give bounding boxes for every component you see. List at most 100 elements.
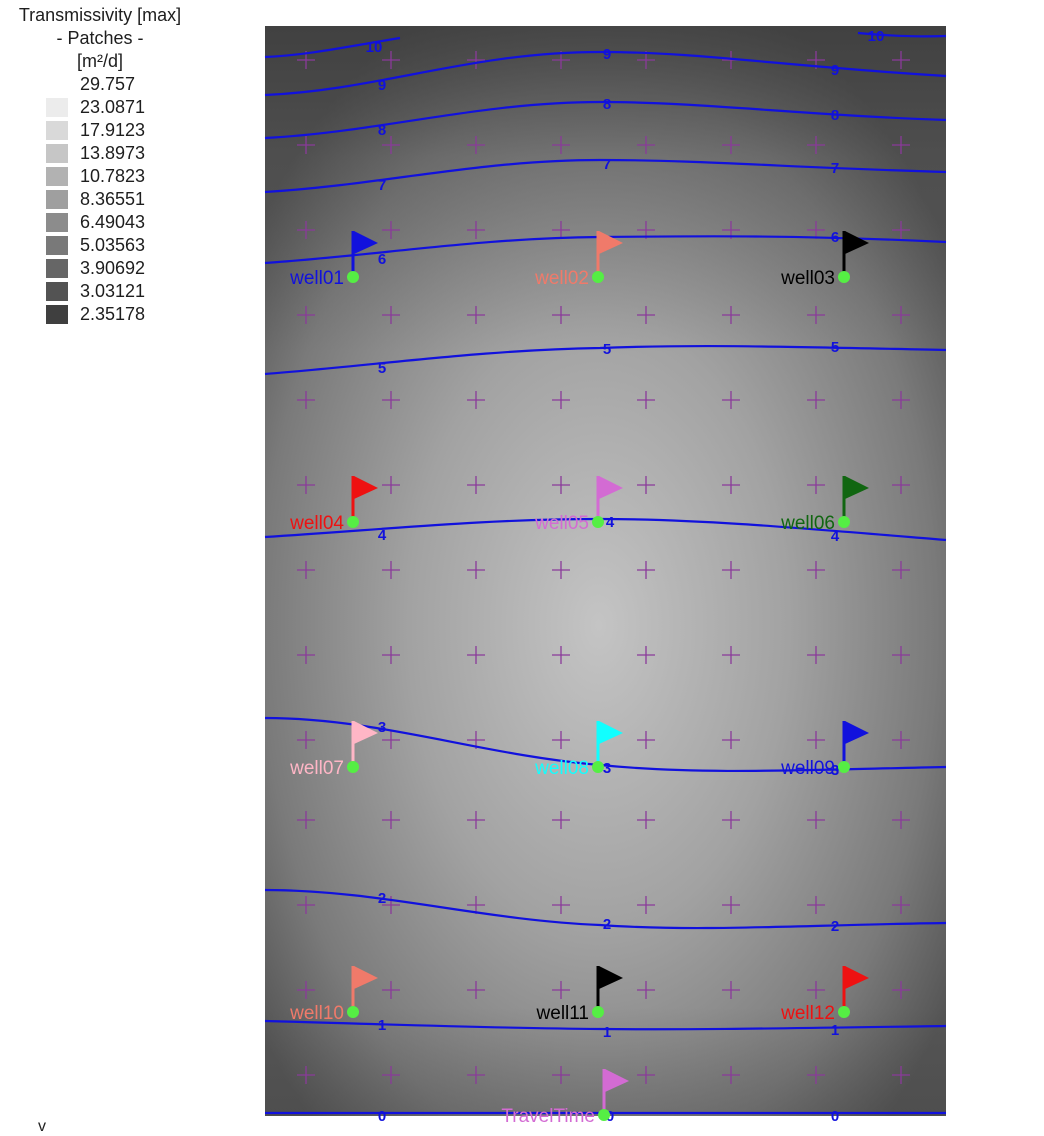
grid-cross	[552, 221, 570, 239]
well-well06[interactable]: well06	[780, 476, 869, 534]
grid-cross	[382, 136, 400, 154]
legend-label: 5.03563	[80, 235, 146, 255]
legend-subtitle: - Patches -	[56, 28, 144, 48]
legend-label: 6.49043	[80, 212, 146, 232]
well-point	[592, 1006, 604, 1018]
contour-label: 8	[378, 122, 386, 139]
grid-cross	[552, 476, 570, 494]
well-well08[interactable]: well08	[534, 721, 623, 779]
legend-swatch	[46, 305, 68, 324]
grid-cross	[722, 136, 740, 154]
well-well10[interactable]: well10	[289, 966, 378, 1024]
grid-cross	[297, 221, 315, 239]
well-point	[347, 761, 359, 773]
contour-label: 8	[603, 96, 611, 113]
contour-label: 3	[603, 760, 611, 777]
flag-icon	[599, 231, 623, 254]
well-point	[347, 516, 359, 528]
grid-cross	[892, 981, 910, 999]
well-point	[592, 516, 604, 528]
grid-cross	[892, 476, 910, 494]
grid-cross	[467, 306, 485, 324]
grid-cross	[637, 731, 655, 749]
grid-cross	[552, 981, 570, 999]
contour-label: 5	[603, 341, 611, 358]
well-point	[838, 761, 850, 773]
grid-cross	[382, 561, 400, 579]
grid-cross	[297, 731, 315, 749]
well-well05[interactable]: well05	[534, 476, 623, 534]
grid-cross	[807, 731, 825, 749]
grid-cross	[552, 646, 570, 664]
well-point	[592, 271, 604, 283]
well-well07[interactable]: well07	[289, 721, 378, 779]
grid-cross	[297, 136, 315, 154]
contour-label: 4	[606, 514, 615, 531]
grid-cross	[297, 391, 315, 409]
grid-cross	[892, 731, 910, 749]
flag-icon	[354, 231, 378, 254]
legend-swatch	[46, 282, 68, 301]
well-label: well08	[534, 758, 589, 779]
grid-cross	[807, 561, 825, 579]
flag-icon	[845, 476, 869, 499]
contour-label: 3	[831, 762, 839, 779]
contour-label: 7	[831, 160, 839, 177]
grid-cross	[637, 646, 655, 664]
contour-label: 7	[603, 156, 611, 173]
grid-crosses	[297, 51, 910, 1084]
well-well02[interactable]: well02	[534, 231, 623, 289]
grid-cross	[892, 136, 910, 154]
well-well11[interactable]: well11	[536, 966, 623, 1024]
grid-cross	[807, 811, 825, 829]
contour-label: 6	[831, 229, 839, 246]
grid-cross	[807, 391, 825, 409]
grid-cross	[722, 391, 740, 409]
contour-line	[264, 344, 947, 376]
wells: well01 well02 well03 well04 well05 well06 well…	[289, 231, 869, 1127]
legend-swatch	[46, 190, 68, 209]
flag-icon	[354, 476, 378, 499]
well-well04[interactable]: well04	[289, 476, 378, 534]
flag-icon	[354, 721, 378, 744]
well-label: well04	[289, 513, 344, 534]
contour-label: 5	[378, 360, 386, 377]
grid-cross	[892, 221, 910, 239]
grid-cross	[467, 476, 485, 494]
grid-cross	[807, 306, 825, 324]
grid-cross	[467, 1066, 485, 1084]
grid-cross	[637, 981, 655, 999]
well-label: well10	[289, 1003, 344, 1024]
grid-cross	[637, 811, 655, 829]
contour-line	[264, 100, 947, 140]
well-well12[interactable]: well12	[780, 966, 869, 1024]
legend-label: 3.03121	[80, 281, 146, 301]
legend-swatch	[46, 213, 68, 232]
legend-label: 2.35178	[80, 304, 146, 324]
well-well09[interactable]: well09	[780, 721, 869, 779]
grid-cross	[382, 981, 400, 999]
well-label: TravelTime	[501, 1106, 595, 1127]
grid-cross	[637, 391, 655, 409]
well-label: well01	[289, 268, 344, 289]
well-point	[838, 271, 850, 283]
well-label: well03	[780, 268, 835, 289]
well-traveltime[interactable]: TravelTime	[501, 1069, 629, 1127]
grid-cross	[722, 476, 740, 494]
grid-cross	[722, 981, 740, 999]
well-point	[347, 1006, 359, 1018]
grid-cross	[722, 1066, 740, 1084]
contour-label: 5	[831, 339, 839, 356]
legend-swatch	[46, 144, 68, 163]
grid-cross	[807, 136, 825, 154]
grid-cross	[297, 896, 315, 914]
flag-icon	[599, 966, 623, 989]
grid-cross	[382, 1066, 400, 1084]
grid-cross	[467, 896, 485, 914]
well-well01[interactable]: well01	[289, 231, 378, 289]
flag-icon	[845, 721, 869, 744]
well-well03[interactable]: well03	[780, 231, 869, 289]
contour-line	[264, 1019, 947, 1031]
grid-cross	[297, 561, 315, 579]
